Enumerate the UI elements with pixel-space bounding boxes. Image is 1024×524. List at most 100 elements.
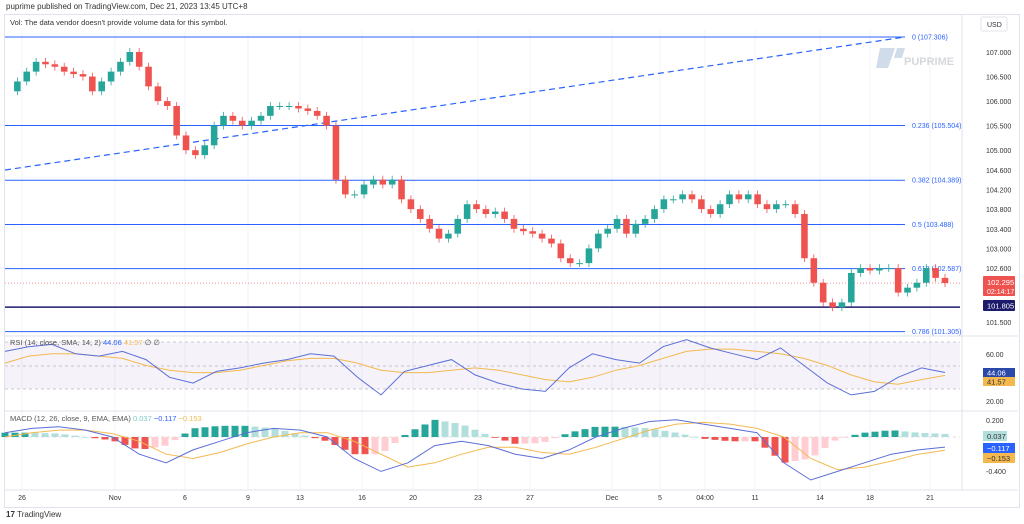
- tradingview-logo-icon: 17: [6, 510, 15, 519]
- macd-hist-bar: [131, 437, 139, 449]
- rsi-legend[interactable]: RSI (14, close, SMA, 14, 2) 44.06 41.57 …: [10, 338, 160, 347]
- macd-hist-bar: [141, 437, 149, 449]
- macd-signal-line: [4, 421, 946, 471]
- candle-body: [585, 248, 593, 264]
- candle-body: [398, 179, 405, 200]
- fib-level-label: 0 (107.306): [912, 34, 948, 41]
- candle-body: [117, 61, 124, 72]
- candle-body: [32, 61, 40, 72]
- macd-hist-bar: [11, 432, 19, 437]
- macd-hist-bar: [231, 425, 239, 437]
- candle-body: [23, 71, 31, 82]
- candle-body: [829, 302, 836, 308]
- macd-hist-bar: [611, 426, 619, 437]
- macd-signal-badge: [983, 453, 1015, 463]
- macd-hist-bar: [401, 434, 409, 437]
- time-tick: 18: [866, 495, 874, 502]
- rsi-legend-title: RSI (14, close, SMA, 14, 2): [10, 338, 101, 347]
- macd-hist-bar: [591, 426, 599, 437]
- macd-hist-bar: [351, 437, 359, 455]
- macd-legend[interactable]: MACD (12, 26, close, 9, EMA, EMA) 0.037 …: [10, 414, 202, 423]
- candle-body: [463, 204, 471, 219]
- candle-body: [351, 194, 358, 196]
- candle-body: [370, 179, 377, 185]
- candle-body: [538, 233, 546, 239]
- price-tick: 105.000: [986, 148, 1011, 155]
- macd-hist-bar: [151, 437, 159, 448]
- candle-body: [604, 228, 611, 234]
- macd-hist-badge: [983, 431, 1007, 441]
- price-tick: 104.600: [986, 168, 1011, 175]
- macd-hist-bar: [431, 419, 439, 437]
- macd-line: [4, 419, 946, 481]
- rsi-value-badge: [983, 368, 1015, 377]
- macd-hist-bar: [701, 437, 709, 439]
- volume-notice: Vol: The data vendor doesn't provide vol…: [10, 18, 228, 27]
- macd-hist-bar: [331, 437, 339, 446]
- candle-body: [595, 233, 602, 249]
- fib-level-label: 0.786 (101.305): [912, 329, 961, 336]
- macd-hist-bar: [321, 437, 329, 441]
- chart-frame[interactable]: [4, 14, 1020, 508]
- candle-body: [838, 302, 846, 308]
- macd-legend-title: MACD (12, 26, close, 9, EMA, EMA): [10, 414, 131, 423]
- candle-body: [210, 125, 218, 146]
- candle-body: [238, 120, 246, 126]
- price-tick: 102.600: [986, 266, 1011, 273]
- time-tick: 04:00: [696, 495, 714, 502]
- macd-legend-macd: −0.117: [153, 414, 177, 423]
- candle-body: [529, 231, 536, 234]
- candle-body: [744, 194, 752, 200]
- candle-body: [145, 66, 152, 87]
- macd-hist-bar: [171, 437, 179, 440]
- macd-hist-bar: [881, 430, 889, 437]
- macd-hist-bar: [181, 433, 189, 437]
- macd-hist-bar: [381, 437, 389, 451]
- candle-body: [98, 81, 105, 92]
- candle-body: [332, 125, 340, 180]
- macd-hist-bar: [781, 437, 789, 463]
- macd-hist-bar: [821, 437, 829, 448]
- candle-body: [126, 52, 134, 62]
- candle-body: [510, 218, 518, 229]
- candle-body: [173, 106, 180, 136]
- macd-hist-bar: [161, 437, 169, 446]
- published-header: puprime published on TradingView.com, De…: [6, 2, 248, 11]
- svg-text:20.00: 20.00: [986, 399, 1004, 406]
- time-axis: 26 Nov 6 9 13 16 20 23 27 Dec 5 04:00 11 14 18 21: [18, 495, 934, 502]
- current-price-badge: [983, 276, 1015, 296]
- macd-hist-bar: [491, 437, 499, 438]
- macd-hist-bar: [201, 427, 209, 437]
- candle-body: [632, 223, 640, 234]
- candle-body: [89, 76, 96, 92]
- candle-body: [688, 194, 696, 200]
- fib-level-label: 0.236 (105.504): [912, 123, 961, 130]
- candle-body: [520, 228, 527, 232]
- time-tick: 5: [658, 495, 662, 502]
- candle-body: [51, 64, 59, 67]
- candle-body: [445, 233, 452, 239]
- watermark-text: PUPRIME: [904, 56, 954, 68]
- candle-body: [913, 282, 921, 288]
- grid: [21, 30, 931, 490]
- candle-body: [819, 282, 827, 303]
- candle-body: [154, 86, 162, 102]
- candle-body: [613, 218, 621, 229]
- tradingview-logo[interactable]: 17 TradingView: [6, 510, 62, 519]
- candle-body: [342, 179, 349, 195]
- macd-hist-bar: [681, 434, 689, 437]
- price-tick: 106.000: [986, 99, 1011, 106]
- candle-body: [276, 106, 284, 108]
- macd-hist-bar: [441, 421, 449, 437]
- macd-hist-bar: [731, 437, 739, 442]
- candle-body: [267, 106, 274, 116]
- candle-body: [669, 199, 677, 201]
- candle-body: [716, 204, 724, 215]
- candle-body: [501, 211, 508, 219]
- macd-hist-bar: [711, 437, 719, 440]
- macd-hist-bar: [481, 433, 489, 437]
- candle-body: [707, 209, 715, 215]
- support-badge: [983, 300, 1015, 311]
- price-tick: 106.500: [986, 75, 1011, 82]
